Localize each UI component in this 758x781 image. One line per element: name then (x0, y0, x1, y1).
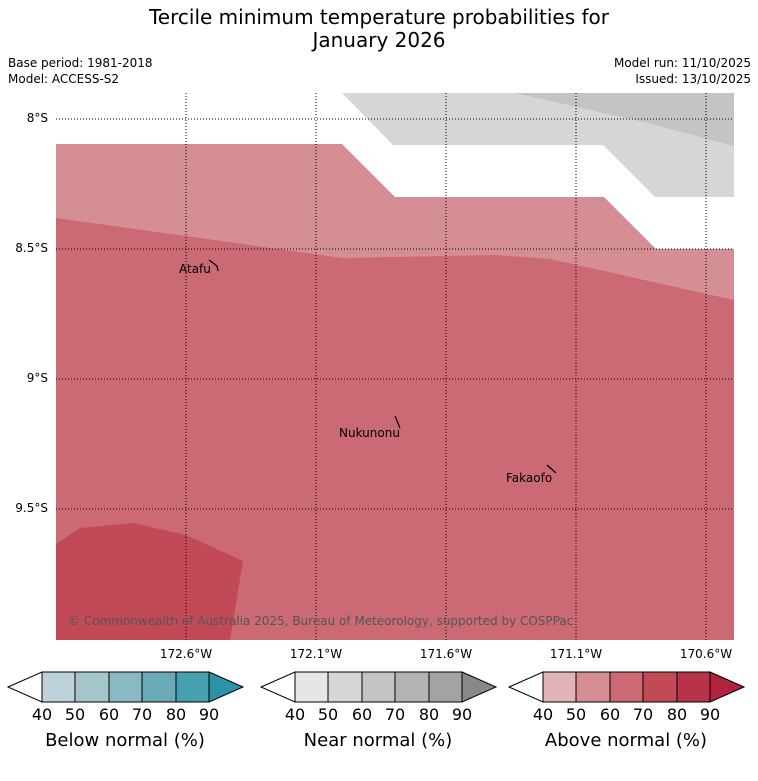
near-tick-50: 50 (317, 705, 339, 724)
colorbar-above-seg-80 (676, 671, 711, 703)
near-tick-40: 40 (284, 705, 306, 724)
gridlines (56, 93, 734, 640)
colorbar-above-ext-high (709, 671, 746, 703)
place-nukunonu: Nukunonu (339, 426, 400, 440)
below-tick-80: 80 (165, 705, 187, 724)
copyright-notice: © Commonwealth of Australia 2025, Bureau… (68, 614, 574, 628)
near-tick-90: 90 (451, 705, 473, 724)
near-tick-80: 80 (418, 705, 440, 724)
above-tick-80: 80 (666, 705, 688, 724)
above-normal-label: Above normal (%) (544, 730, 708, 751)
colorbar-below-seg-40 (41, 671, 76, 703)
colorbar-below-seg-60 (108, 671, 143, 703)
colorbar-above-seg-50 (575, 671, 611, 703)
lat-label-8-5s: 8.5°S (15, 241, 48, 255)
lat-label-9-5s: 9.5°S (15, 501, 48, 515)
colorbar-near (259, 671, 498, 703)
above-tick-70: 70 (632, 705, 654, 724)
above-tick-60: 60 (599, 705, 621, 724)
colorbar-below-seg-50 (74, 671, 110, 703)
atafu-island (208, 259, 219, 272)
below-tick-40: 40 (31, 705, 53, 724)
lon-label-171-1w: 171.1°W (549, 647, 603, 661)
colorbar-above-seg-60 (609, 671, 644, 703)
above-tick-40: 40 (532, 705, 554, 724)
near-tick-70: 70 (384, 705, 406, 724)
lat-label-9s: 9°S (26, 371, 48, 385)
lon-label-172-6w: 172.6°W (159, 647, 213, 661)
below-tick-50: 50 (64, 705, 86, 724)
colorbar-above-seg-70 (642, 671, 678, 703)
above-normal-60-zone (56, 218, 734, 640)
place-atafu: Atafu (179, 262, 211, 276)
model-run: Model run: 11/10/2025 (613, 56, 751, 70)
colorbar-near-ext-low (259, 671, 296, 703)
fakaofo-island (546, 464, 557, 474)
lon-label-171-6w: 171.6°W (419, 647, 473, 661)
islands (208, 259, 557, 474)
colorbar-below-ext-low (6, 671, 43, 703)
lat-label-8s: 8°S (26, 111, 48, 125)
below-tick-90: 90 (198, 705, 220, 724)
issued-date: Issued: 13/10/2025 (635, 72, 751, 86)
lon-label-172-1w: 172.1°W (289, 647, 343, 661)
near-normal-70-zone (515, 93, 734, 146)
lon-label-170-6w: 170.6°W (679, 647, 733, 661)
colorbar-near-seg-40 (294, 671, 329, 703)
nukunonu-island (394, 415, 401, 429)
colorbar-below-seg-70 (141, 671, 177, 703)
map-title-line2: January 2026 (312, 28, 446, 52)
colorbar-near-seg-60 (361, 671, 396, 703)
near-normal-label: Near normal (%) (303, 730, 453, 751)
below-normal-label: Below normal (%) (45, 730, 205, 751)
colorbar-above (507, 671, 746, 703)
above-tick-50: 50 (565, 705, 587, 724)
colorbar-near-ext-high (461, 671, 498, 703)
below-tick-70: 70 (131, 705, 153, 724)
colorbar-below-ext-high (208, 671, 245, 703)
below-tick-60: 60 (98, 705, 120, 724)
above-tick-90: 90 (699, 705, 721, 724)
colorbar-above-seg-40 (542, 671, 577, 703)
colorbar-below-seg-80 (175, 671, 210, 703)
colorbar-above-ext-low (507, 671, 544, 703)
model-name: Model: ACCESS-S2 (8, 72, 120, 86)
base-period: Base period: 1981-2018 (8, 56, 153, 70)
near-tick-60: 60 (351, 705, 373, 724)
colorbar-near-seg-50 (327, 671, 363, 703)
above-normal-70-zone (56, 523, 243, 640)
colorbar-near-seg-80 (428, 671, 463, 703)
colorbar-below (6, 671, 245, 703)
map-title-line1: Tercile minimum temperature probabilitie… (148, 5, 610, 29)
place-fakaofo: Fakaofo (506, 471, 553, 485)
colorbar-near-seg-70 (394, 671, 430, 703)
